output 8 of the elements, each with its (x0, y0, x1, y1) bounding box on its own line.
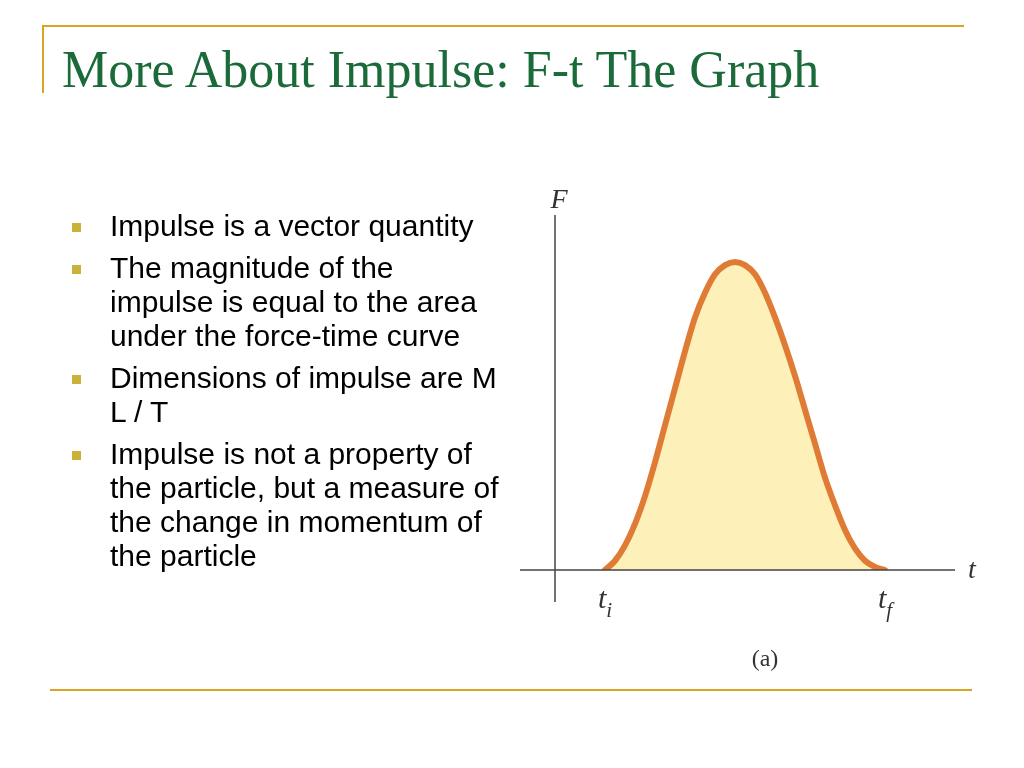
text: Impulse is a vector quantity (109, 209, 475, 243)
text: Dimensions of impulse are M L / T (109, 361, 498, 429)
text: The magnitude of the impulse is equal to the area under the force-time curve (109, 251, 478, 353)
x-axis-title: t (968, 553, 978, 584)
chart-title: More About Impulse: F-t The Graph (62, 40, 820, 99)
y-axis-title: F (549, 183, 569, 214)
text: (a) (751, 645, 779, 671)
text: Impulse is not a property of the particle, but a measure of the change in momentum of the particle (109, 437, 500, 573)
